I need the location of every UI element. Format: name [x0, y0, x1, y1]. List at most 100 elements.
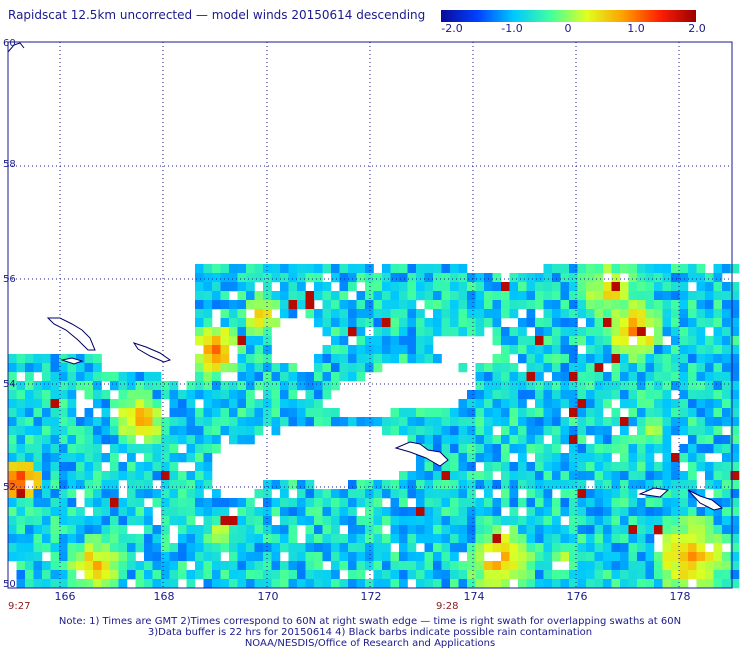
wind-cell: [365, 291, 374, 301]
wind-cell: [93, 516, 102, 526]
wind-cell: [399, 354, 408, 364]
wind-cell: [144, 462, 153, 472]
wind-cell: [373, 489, 383, 499]
wind-cell: [730, 318, 740, 328]
wind-cell: [560, 498, 570, 508]
wind-cell: [161, 534, 170, 544]
wind-cell: [118, 426, 128, 436]
wind-cell: [518, 381, 527, 391]
wind-cell: [560, 462, 570, 472]
wind-cell: [620, 498, 629, 508]
wind-cell: [373, 309, 383, 319]
wind-cell: [611, 498, 621, 508]
wind-cell: [127, 453, 136, 463]
wind-cell: [662, 507, 672, 517]
wind-cell: [586, 291, 595, 301]
wind-cell: [586, 462, 595, 472]
wind-cell: [339, 552, 349, 562]
wind-cell: [16, 417, 26, 427]
wind-cell: [688, 390, 697, 400]
wind-cell: [246, 552, 255, 562]
wind-cell: [246, 372, 255, 382]
wind-cell: [645, 462, 655, 472]
wind-cell: [560, 471, 570, 481]
wind-cell: [611, 408, 621, 418]
wind-cell: [246, 498, 255, 508]
wind-cell: [178, 480, 187, 490]
wind-cell: [518, 462, 527, 472]
wind-cell: [416, 417, 425, 427]
wind-cell: [144, 372, 153, 382]
wind-cell: [356, 345, 366, 355]
wind-cell: [322, 318, 332, 328]
wind-cell: [450, 471, 459, 481]
wind-cell: [365, 318, 374, 328]
wind-cell: [263, 561, 272, 571]
wind-cell: [76, 381, 85, 391]
wind-cell: [399, 570, 408, 580]
wind-cell: [339, 489, 349, 499]
wind-cell: [390, 516, 400, 526]
wind-cell: [688, 399, 697, 409]
wind-cell: [611, 543, 621, 553]
wind-cell: [620, 354, 629, 364]
wind-cell: [450, 534, 459, 544]
wind-cell: [373, 291, 383, 301]
wind-cell: [127, 516, 136, 526]
wind-cell: [118, 534, 128, 544]
wind-cell: [475, 516, 485, 526]
wind-cell: [212, 516, 221, 526]
wind-cell: [722, 516, 731, 526]
wind-cell: [654, 300, 663, 310]
wind-cell: [458, 570, 468, 580]
note-line-2: 3)Data buffer is 22 hrs for 20150614 4) …: [147, 627, 593, 638]
island-small: [60, 357, 84, 365]
wind-cell: [594, 408, 604, 418]
wind-cell: [8, 507, 17, 517]
wind-cell: [288, 264, 298, 274]
wind-cell: [407, 480, 417, 490]
map-title: Rapidscat 12.5km uncorrected — model win…: [8, 8, 426, 22]
wind-cell: [628, 579, 638, 589]
wind-cell: [543, 336, 553, 346]
wind-cell: [212, 426, 221, 436]
wind-cell: [467, 417, 476, 427]
wind-cell: [84, 381, 94, 391]
wind-cell: [433, 264, 442, 274]
wind-cell: [603, 318, 612, 328]
wind-cell: [195, 426, 204, 436]
wind-cell: [297, 264, 306, 274]
wind-cell: [594, 426, 604, 436]
wind-cell: [246, 264, 255, 274]
wind-cell: [560, 354, 570, 364]
wind-cell: [518, 318, 527, 328]
wind-cell: [110, 579, 119, 589]
wind-cell: [169, 552, 179, 562]
wind-cell: [671, 291, 680, 301]
wind-cell: [25, 507, 34, 517]
wind-cell: [237, 561, 247, 571]
wind-cell: [246, 363, 255, 373]
wind-cell: [254, 543, 264, 553]
wind-cell: [93, 579, 102, 589]
wind-cell: [569, 363, 578, 373]
wind-cell: [59, 507, 68, 517]
wind-cell: [416, 435, 425, 445]
wind-cell: [8, 444, 17, 454]
wind-cell: [399, 480, 408, 490]
wind-cell: [501, 309, 510, 319]
wind-cell: [679, 300, 689, 310]
wind-cell: [552, 408, 561, 418]
wind-cell: [280, 273, 289, 283]
wind-cell: [594, 480, 604, 490]
wind-cell: [203, 525, 213, 535]
wind-cell: [390, 570, 400, 580]
wind-cell: [535, 489, 544, 499]
wind-cell: [501, 399, 510, 409]
wind-cell: [433, 543, 442, 553]
wind-cell: [611, 309, 621, 319]
wind-cell: [577, 336, 587, 346]
wind-cell: [696, 534, 706, 544]
wind-cell: [50, 507, 60, 517]
wind-cell: [254, 489, 264, 499]
